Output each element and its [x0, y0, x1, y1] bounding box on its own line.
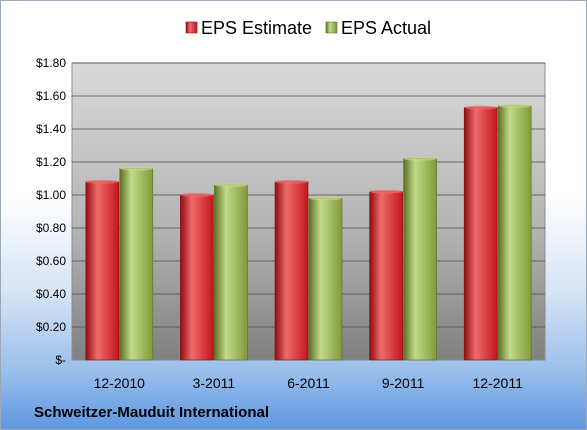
legend-swatch — [325, 21, 338, 34]
y-tick-label: $1.00 — [36, 188, 66, 202]
y-tick-label: $0.80 — [36, 221, 66, 235]
actual-bar — [403, 158, 437, 361]
actual-bar-top — [403, 156, 437, 161]
x-tick-label: 12-2010 — [94, 375, 146, 391]
company-name: Schweitzer-Mauduit International — [34, 404, 269, 421]
legend-label: EPS Estimate — [201, 18, 312, 38]
y-tick-label: $- — [55, 353, 66, 367]
y-tick-label: $1.40 — [36, 122, 66, 136]
y-tick-label: $0.60 — [36, 254, 66, 268]
actual-bar — [308, 198, 343, 361]
estimate-bar-top — [369, 189, 403, 194]
actual-bar — [497, 105, 532, 361]
y-tick-label: $1.80 — [36, 56, 66, 70]
x-tick-label: 6-2011 — [287, 375, 330, 391]
legend: EPS Estimate EPS Actual — [185, 18, 431, 38]
x-tick-label: 12-2011 — [473, 375, 524, 391]
y-tick-label: $1.20 — [36, 155, 66, 169]
estimate-bar — [369, 191, 403, 361]
estimate-bar — [463, 107, 498, 361]
estimate-bar-top — [180, 193, 214, 197]
y-tick-label: $0.20 — [36, 320, 66, 334]
x-tick-label: 9-2011 — [382, 375, 425, 391]
y-tick-label: $1.60 — [36, 89, 66, 103]
actual-bar-top — [119, 166, 153, 171]
estimate-bar-top — [464, 105, 498, 110]
y-tick-label: $0.40 — [36, 287, 66, 301]
x-tick-label: 3-2011 — [193, 375, 236, 391]
actual-bar-top — [309, 196, 342, 201]
actual-bar — [214, 184, 248, 361]
axes: $- $0.20 $0.40 $0.60 $0.80 $1.00 $1.20 $1.40 $1.… — [36, 56, 523, 391]
actual-bar-top — [498, 103, 532, 108]
bars — [85, 103, 532, 361]
estimate-bar — [180, 194, 214, 361]
legend-swatch — [185, 21, 198, 34]
legend-label: EPS Actual — [341, 18, 431, 38]
estimate-bar — [274, 181, 309, 361]
actual-bar — [119, 168, 154, 361]
actual-bar-top — [214, 183, 248, 188]
estimate-bar-top — [275, 179, 308, 184]
estimate-bar-top — [85, 179, 119, 184]
estimate-bar — [85, 181, 120, 361]
